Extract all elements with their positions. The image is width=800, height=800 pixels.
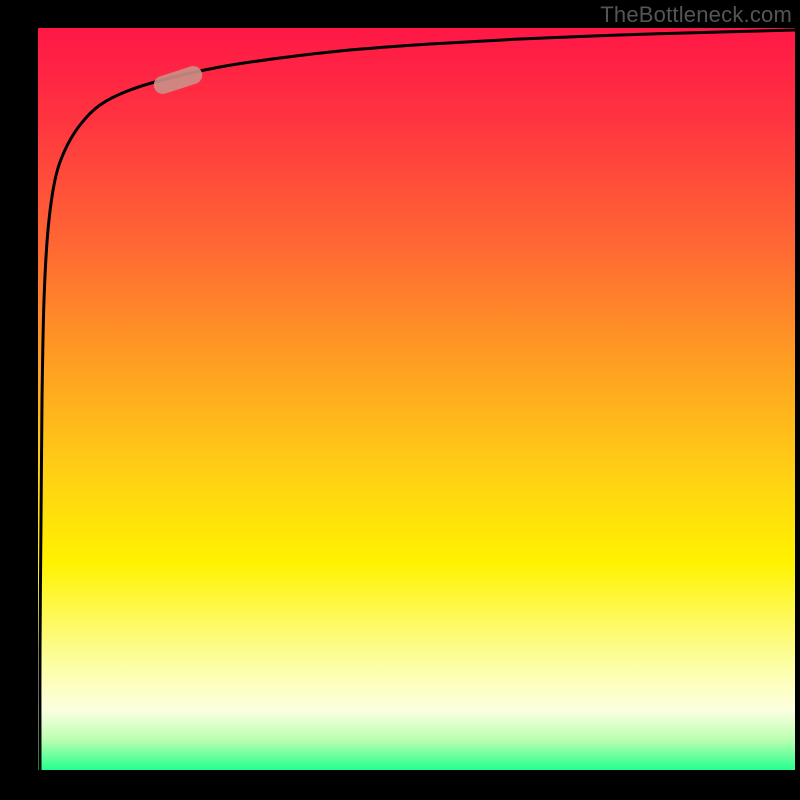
- chart-container: TheBottleneck.com: [0, 0, 800, 800]
- chart-border: [0, 0, 800, 800]
- watermark-text: TheBottleneck.com: [600, 2, 792, 28]
